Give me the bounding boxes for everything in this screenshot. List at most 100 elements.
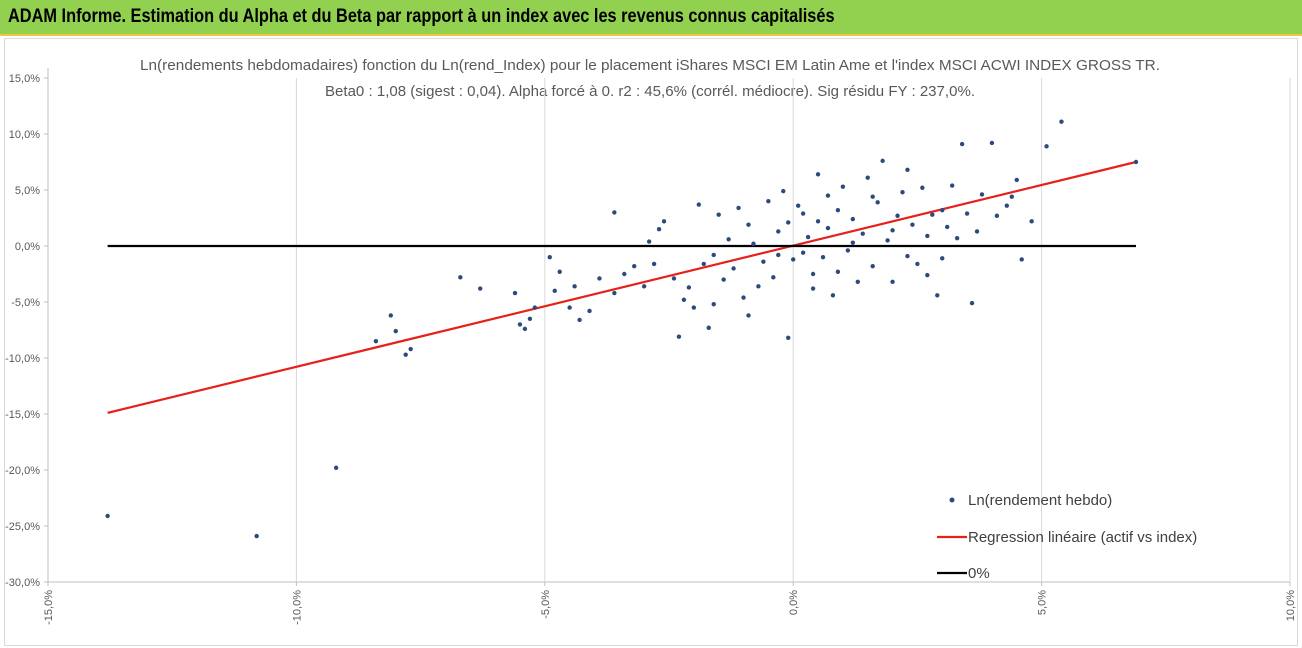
data-point — [835, 269, 841, 274]
y-tick-label: 5,0% — [15, 185, 40, 197]
y-tick-label: 10,0% — [9, 129, 40, 141]
series-lines — [107, 160, 1137, 414]
data-point — [612, 290, 617, 296]
data-point — [522, 326, 528, 332]
header-banner: ADAM Informe. Estimation du Alpha et du … — [0, 0, 1302, 36]
data-point — [925, 233, 930, 239]
data-point — [910, 222, 915, 227]
data-point — [1059, 119, 1064, 124]
data-point — [388, 313, 393, 318]
data-point — [731, 266, 736, 271]
data-point — [641, 284, 647, 289]
data-point — [865, 175, 870, 180]
data-point — [1004, 203, 1010, 208]
y-tick-label: 0,0% — [15, 241, 40, 253]
data-point — [651, 261, 657, 267]
chart-subtitle: Beta0 : 1,08 (sigest : 0,04). Alpha forc… — [325, 83, 975, 100]
data-point — [458, 275, 463, 280]
data-point — [577, 317, 582, 323]
data-point — [254, 533, 259, 539]
chart-title: Ln(rendements hebdomadaires) fonction du… — [140, 57, 1160, 74]
data-point — [940, 207, 945, 213]
data-point — [552, 288, 557, 293]
data-point — [706, 325, 711, 330]
data-point — [795, 203, 801, 208]
data-point — [825, 225, 831, 231]
data-point — [870, 263, 875, 269]
y-tick-label: -20,0% — [5, 465, 40, 477]
data-point — [954, 235, 960, 241]
data-point — [766, 199, 771, 204]
data-point — [810, 271, 816, 277]
data-point — [885, 238, 890, 243]
y-tick-label: 15,0% — [9, 73, 40, 85]
data-point — [925, 272, 930, 278]
data-point — [1133, 159, 1139, 165]
data-point — [890, 228, 895, 233]
data-point — [880, 158, 885, 164]
data-point — [373, 339, 379, 344]
data-point — [895, 213, 900, 218]
x-tick-label: -10,0% — [291, 590, 303, 625]
legend-label-zero: 0% — [968, 565, 990, 582]
data-point — [681, 297, 687, 302]
data-point — [835, 207, 841, 213]
data-point — [969, 300, 975, 306]
data-point — [860, 231, 865, 236]
legend-marker-points — [949, 497, 955, 503]
data-point — [776, 252, 781, 258]
data-point — [517, 322, 523, 327]
chart-area — [4, 38, 1298, 646]
data-point — [527, 316, 533, 321]
legend-label-regression: Regression linéaire (actif vs index) — [968, 529, 1197, 546]
data-point — [105, 513, 110, 519]
data-point — [393, 328, 398, 334]
page-title: ADAM Informe. Estimation du Alpha et du … — [8, 6, 835, 27]
data-point — [850, 240, 856, 245]
data-point — [726, 237, 731, 242]
data-point — [875, 200, 880, 205]
data-point — [701, 261, 706, 267]
data-point — [905, 167, 910, 173]
data-point — [805, 234, 811, 240]
data-point — [800, 250, 806, 255]
y-tick-label: -30,0% — [5, 577, 40, 589]
data-point — [741, 295, 746, 300]
scatter-points — [105, 119, 1139, 539]
data-point — [940, 256, 945, 261]
data-point — [870, 194, 875, 199]
data-point — [612, 210, 617, 215]
legend: Ln(rendement hebdo) Regression linéaire … — [937, 492, 1197, 582]
x-tick-label: 0,0% — [788, 590, 800, 615]
data-point — [840, 184, 846, 189]
data-point — [632, 263, 637, 269]
y-tick-label: -15,0% — [5, 409, 40, 421]
data-point — [781, 188, 786, 194]
data-point — [915, 261, 920, 267]
data-point — [478, 286, 483, 291]
data-point — [1019, 257, 1024, 262]
data-point — [696, 202, 702, 207]
data-point — [890, 279, 895, 285]
data-point — [547, 255, 552, 260]
data-point — [716, 212, 721, 217]
x-tick-label: 10,0% — [1285, 590, 1297, 621]
data-point — [979, 192, 985, 197]
x-tick-label: -5,0% — [540, 590, 552, 619]
data-point — [815, 219, 821, 224]
data-point — [587, 308, 592, 314]
data-point — [646, 239, 652, 244]
data-point — [746, 222, 751, 227]
data-point — [1014, 177, 1019, 183]
data-point — [810, 286, 816, 291]
data-point — [736, 205, 741, 211]
data-point — [333, 465, 339, 470]
y-tick-label: -25,0% — [5, 521, 40, 533]
data-point — [408, 346, 413, 352]
data-point — [964, 211, 970, 216]
data-point — [686, 285, 692, 290]
data-point — [711, 252, 716, 258]
data-point — [771, 275, 776, 280]
data-point — [935, 293, 940, 298]
data-point — [711, 302, 716, 307]
